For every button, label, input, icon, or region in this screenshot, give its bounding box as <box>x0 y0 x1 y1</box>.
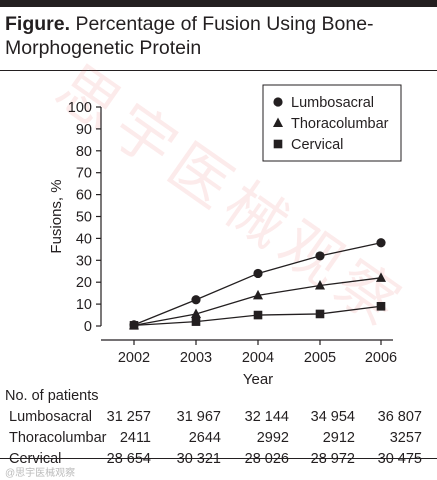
table-cell: 36 807 <box>377 409 422 425</box>
bottom-rule <box>0 458 437 459</box>
top-bar <box>0 0 437 7</box>
table-cell: 3257 <box>389 430 422 446</box>
figure-title: Figure. Percentage of Fusion Using Bone-… <box>5 12 430 60</box>
cervical-point <box>376 301 386 311</box>
table-row: Lumbosacral 31 257 31 967 32 144 34 954 36 80… <box>5 407 425 428</box>
y-axis-label: Fusions, % <box>48 179 65 253</box>
cervical-point <box>253 310 263 320</box>
table-cell: 30 321 <box>176 451 221 467</box>
y-tick-label: 90 <box>76 122 92 138</box>
lumbosacral-point <box>315 251 325 261</box>
thoracolumbar-point <box>376 272 386 282</box>
legend-lumbosacral-point <box>273 97 283 107</box>
x-axis-label: Year <box>243 371 273 388</box>
table-cell: 2644 <box>188 430 221 446</box>
legend-label-cervical: Cervical <box>291 137 343 153</box>
table-cell: 32 144 <box>244 409 289 425</box>
table-cell: 31 257 <box>106 409 151 425</box>
table-cell: 28 972 <box>310 451 355 467</box>
y-tick-label: 80 <box>76 144 92 160</box>
y-tick-label: 100 <box>68 100 92 116</box>
lumbosacral-point <box>376 238 386 248</box>
table-heading: No. of patients <box>5 388 99 404</box>
x-tick-label: 2003 <box>180 350 212 366</box>
cervical-point <box>315 309 325 319</box>
legend-label-thoracolumbar: Thoracolumbar <box>291 116 389 132</box>
watermark-small: @思宇医械观察 <box>5 468 76 479</box>
table-cell: 2912 <box>322 430 355 446</box>
thoracolumbar-point <box>315 279 325 290</box>
x-tick-label: 2005 <box>304 350 336 366</box>
y-tick-label: 40 <box>76 231 92 247</box>
lumbosacral-point <box>191 295 201 305</box>
table-cell: 28 654 <box>106 451 151 467</box>
legend-box <box>262 84 402 162</box>
table-cell: 34 954 <box>310 409 355 425</box>
y-tick-label: 0 <box>84 319 92 335</box>
table-cell: 2411 <box>119 430 151 446</box>
y-tick-label: 30 <box>76 253 92 269</box>
x-tick-label: 2004 <box>242 350 274 366</box>
figure-title-text: Percentage of Fusion Using Bone-Morphoge… <box>5 13 374 59</box>
y-tick-label: 60 <box>76 188 92 204</box>
table-cell: 28 026 <box>244 451 289 467</box>
legend-label-lumbosacral: Lumbosacral <box>291 95 374 111</box>
table-row: Thoracolumbar 2411 2644 2992 2912 3257 <box>5 428 425 449</box>
legend-cervical-point <box>273 139 283 149</box>
x-tick-label: 2002 <box>118 350 150 366</box>
table-cell: 30 475 <box>377 451 422 467</box>
cervical-point <box>129 321 139 330</box>
line-chart: 0 10 20 30 40 50 60 70 80 90 100 2002 2003 2004 2005 20… <box>48 84 402 388</box>
thoracolumbar-point <box>191 308 201 318</box>
y-tick-label: 20 <box>76 275 92 291</box>
row-label: Lumbosacral <box>9 409 93 425</box>
table-cell: 2992 <box>256 430 289 446</box>
patients-table: No. of patients Lumbosacral 31 257 31 967 3… <box>5 386 425 470</box>
figure-label: Figure. <box>5 13 71 35</box>
title-rule <box>0 70 437 71</box>
x-tick-label: 2006 <box>365 350 397 366</box>
row-label: Cervical <box>9 451 62 467</box>
table-cell: 31 967 <box>176 409 221 425</box>
row-label: Thoracolumbar <box>9 430 107 446</box>
legend-thoracolumbar-point <box>273 117 283 127</box>
y-tick-label: 50 <box>76 210 92 226</box>
thoracolumbar-point <box>253 289 263 300</box>
cervical-point <box>191 317 201 326</box>
lumbosacral-point <box>253 268 263 279</box>
y-tick-label: 10 <box>76 297 92 313</box>
y-tick-label: 70 <box>76 166 92 182</box>
table-row: Cervical 28 654 30 321 28 026 28 972 30 475 <box>5 449 425 470</box>
